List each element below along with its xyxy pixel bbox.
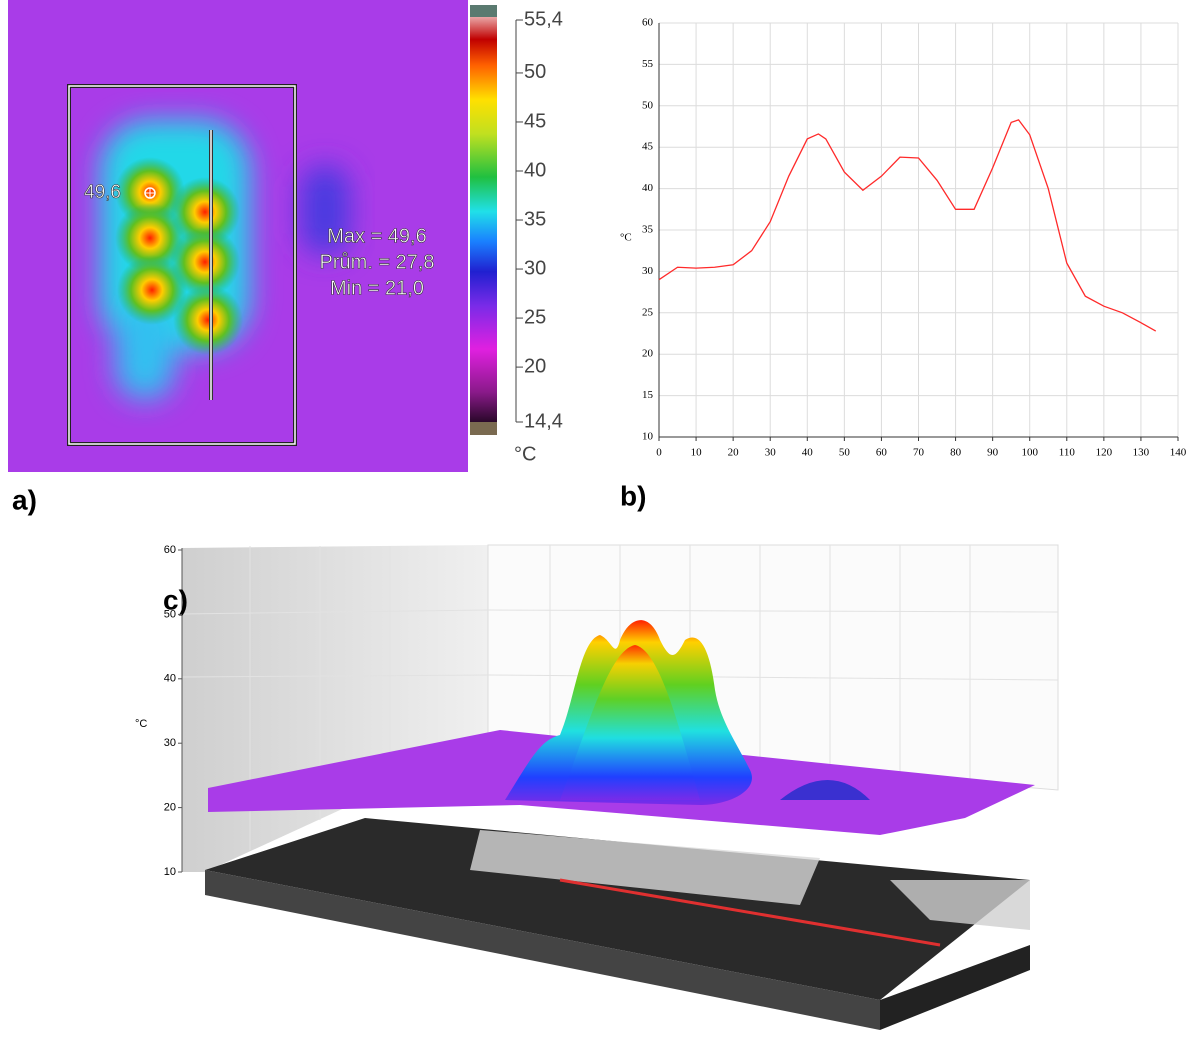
surface-peak bbox=[560, 645, 700, 800]
x-tick-label: 100 bbox=[1021, 447, 1038, 459]
colorbar-cap bbox=[470, 5, 497, 17]
z-tick-label: 10 bbox=[164, 866, 176, 878]
x-tick-label: 140 bbox=[1170, 447, 1187, 459]
y-tick-label: 50 bbox=[642, 99, 654, 111]
x-tick-label: 10 bbox=[691, 447, 703, 459]
x-tick-label: 40 bbox=[802, 447, 814, 459]
colorbar-tick-label: 40 bbox=[524, 159, 546, 181]
x-tick-label: 90 bbox=[987, 447, 999, 459]
z-tick-label: 30 bbox=[164, 737, 176, 749]
z-tick-label: 50 bbox=[164, 608, 176, 620]
base-front bbox=[205, 870, 880, 1030]
base-top bbox=[205, 818, 1030, 1000]
y-tick-label: 25 bbox=[642, 306, 654, 318]
colorbar-tick-label: 45 bbox=[524, 110, 546, 132]
z-tick-label: 60 bbox=[164, 544, 176, 556]
x-tick-label: 60 bbox=[876, 447, 888, 459]
colorbar-tick-label: 30 bbox=[524, 257, 546, 279]
heat-spots bbox=[115, 157, 243, 355]
photo-texture bbox=[470, 830, 820, 905]
annotation: Max = 49,6 bbox=[327, 225, 427, 247]
annotation: Min = 21,0 bbox=[330, 277, 424, 299]
panel-label: c) bbox=[163, 584, 188, 615]
x-tick-label: 50 bbox=[839, 447, 851, 459]
y-tick-label: 60 bbox=[642, 17, 654, 29]
colorbar-tick-label: 25 bbox=[524, 306, 546, 328]
y-tick-label: 55 bbox=[642, 58, 654, 70]
x-tick-label: 80 bbox=[950, 447, 962, 459]
x-tick-label: 0 bbox=[656, 447, 662, 459]
photo-texture bbox=[890, 880, 1030, 930]
y-tick-label: 35 bbox=[642, 224, 654, 236]
thermal-image: 49,6 bbox=[8, 0, 468, 472]
y-tick-label: 15 bbox=[642, 389, 654, 401]
x-tick-label: 120 bbox=[1096, 447, 1113, 459]
x-tick-label: 70 bbox=[913, 447, 925, 459]
y-tick-label: 40 bbox=[642, 182, 654, 194]
side-wall bbox=[182, 545, 488, 872]
colorbar bbox=[470, 5, 497, 435]
base-side bbox=[880, 945, 1030, 1030]
colorbar-tick-label: 14,4 bbox=[524, 410, 563, 432]
max-marker bbox=[144, 187, 156, 199]
photo-line bbox=[559, 878, 941, 947]
colorbar-cap bbox=[470, 422, 497, 435]
x-tick-label: 130 bbox=[1133, 447, 1150, 459]
z-tick-label: 40 bbox=[164, 673, 176, 685]
y-tick-label: 10 bbox=[642, 431, 654, 443]
panel-label: a) bbox=[12, 484, 37, 515]
colorbar-tick-label: 55,4 bbox=[524, 8, 563, 30]
spot-label: 49,6 bbox=[84, 182, 121, 203]
x-tick-label: 110 bbox=[1059, 447, 1076, 459]
y-tick-label: 20 bbox=[642, 348, 654, 360]
y-tick-label: 30 bbox=[642, 265, 654, 277]
data-line bbox=[658, 119, 1157, 332]
x-tick-label: 20 bbox=[728, 447, 740, 459]
y-axis-label: °C bbox=[620, 232, 632, 244]
annotation: Prům. = 27,8 bbox=[319, 251, 434, 273]
colorbar-unit: °C bbox=[514, 443, 536, 465]
roi-box-inner bbox=[68, 85, 296, 445]
z-axis-label: °C bbox=[135, 718, 147, 730]
z-tick-label: 20 bbox=[164, 802, 176, 814]
surface-3d bbox=[181, 544, 1059, 1030]
x-tick-label: 30 bbox=[765, 447, 777, 459]
colorbar-tick-label: 50 bbox=[524, 61, 546, 83]
panel-label: b) bbox=[620, 480, 646, 511]
colorbar-tick-label: 20 bbox=[524, 355, 546, 377]
surface-bump bbox=[780, 780, 870, 800]
y-tick-label: 45 bbox=[642, 141, 654, 153]
colorbar-tick-label: 35 bbox=[524, 208, 546, 230]
